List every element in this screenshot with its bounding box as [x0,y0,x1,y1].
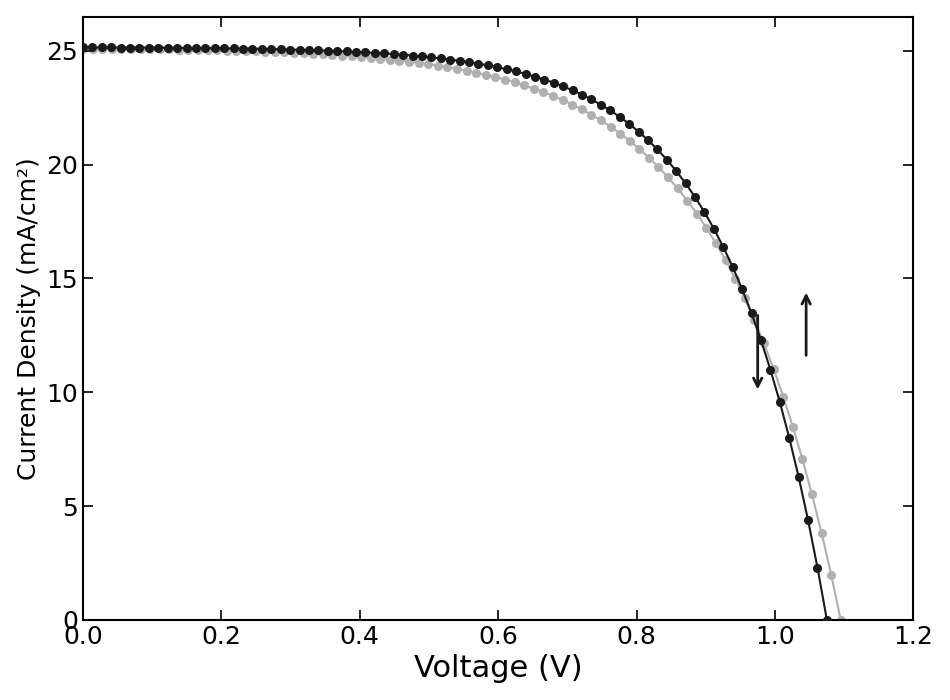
X-axis label: Voltage (V): Voltage (V) [414,654,582,683]
Y-axis label: Current Density (mA/cm²): Current Density (mA/cm²) [17,157,41,480]
